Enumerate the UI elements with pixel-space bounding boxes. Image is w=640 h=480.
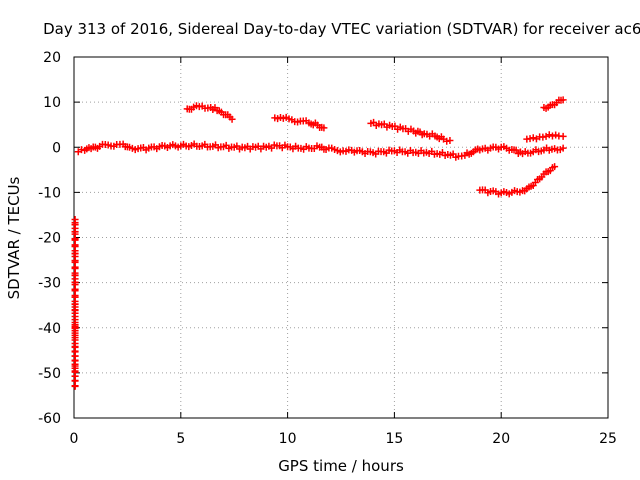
grid-lines — [74, 57, 608, 418]
data-point — [559, 132, 567, 140]
data-points — [71, 96, 567, 390]
data-point — [77, 146, 85, 154]
series-main-band — [74, 140, 567, 161]
data-point — [559, 144, 567, 152]
series-left-edge-outliers — [71, 215, 79, 390]
x-tick-label: 5 — [176, 431, 185, 447]
data-point — [446, 136, 454, 144]
data-point — [545, 131, 553, 139]
x-tick-labels: 0 5 10 15 20 25 — [70, 431, 617, 447]
y-tick-label: 0 — [52, 140, 61, 156]
x-tick-label: 10 — [279, 431, 297, 447]
data-point — [542, 132, 550, 140]
chart-title: Day 313 of 2016, Sidereal Day-to-day VTE… — [43, 20, 640, 38]
y-tick-label: -60 — [38, 411, 61, 427]
series-arc-21-23-mid — [523, 131, 567, 143]
data-point — [551, 163, 559, 171]
data-point — [526, 135, 534, 143]
data-point — [548, 132, 556, 140]
y-tick-label: -50 — [38, 366, 61, 382]
data-point — [529, 134, 537, 142]
series-arc-22-23-high — [540, 96, 567, 112]
y-axis-label: SDTVAR / TECUs — [5, 176, 23, 299]
x-tick-label: 0 — [70, 431, 79, 447]
data-point — [71, 382, 79, 390]
series-arc-19-23-low — [476, 163, 559, 198]
y-tick-label: -30 — [38, 276, 61, 292]
y-tick-labels: -60 -50 -40 -30 -20 -10 0 10 20 — [38, 50, 61, 427]
series-arc-09-12 — [271, 113, 328, 132]
data-point — [320, 124, 328, 132]
x-tick-label: 20 — [492, 431, 510, 447]
y-tick-label: 10 — [43, 95, 61, 111]
data-point — [559, 96, 567, 104]
y-tick-label: 20 — [43, 50, 61, 66]
series-arc-05-07 — [183, 102, 236, 123]
x-axis-label: GPS time / hours — [278, 457, 404, 475]
series-arc-14-18 — [367, 118, 454, 145]
x-tick-label: 15 — [385, 431, 403, 447]
data-point — [228, 115, 236, 123]
data-point — [552, 131, 560, 139]
y-tick-label: -40 — [38, 321, 61, 337]
y-tick-label: -20 — [38, 231, 61, 247]
y-tick-label: -10 — [38, 185, 61, 201]
x-tick-label: 25 — [599, 431, 617, 447]
